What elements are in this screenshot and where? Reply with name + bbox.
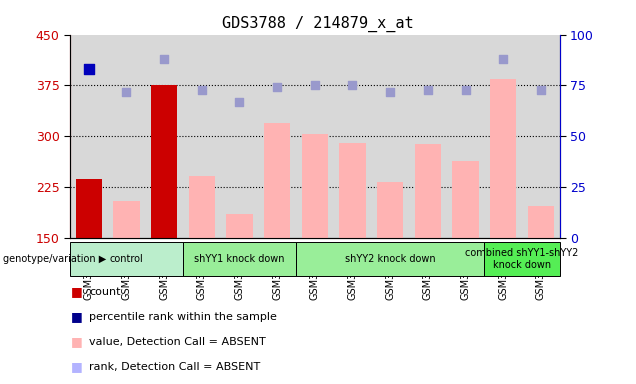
Bar: [490, 79, 516, 238]
Bar: [226, 214, 252, 238]
Text: ■: ■: [71, 285, 82, 298]
Bar: [340, 143, 366, 238]
Point: [310, 83, 320, 89]
Text: control: control: [109, 254, 143, 264]
Bar: [377, 182, 403, 238]
Text: value, Detection Call = ABSENT: value, Detection Call = ABSENT: [89, 337, 266, 347]
Text: shYY2 knock down: shYY2 knock down: [345, 254, 436, 264]
Bar: [76, 179, 102, 238]
Point: [121, 88, 132, 94]
Point: [536, 86, 546, 93]
Text: rank, Detection Call = ABSENT: rank, Detection Call = ABSENT: [89, 362, 260, 372]
Point: [460, 86, 471, 93]
Bar: [415, 144, 441, 238]
Bar: [189, 175, 215, 238]
Point: [385, 88, 395, 94]
Point: [197, 86, 207, 93]
Text: percentile rank within the sample: percentile rank within the sample: [89, 312, 277, 322]
Point: [272, 84, 282, 91]
Bar: [528, 205, 554, 238]
Text: shYY1 knock down: shYY1 knock down: [194, 254, 285, 264]
Text: ■: ■: [71, 360, 82, 373]
Point: [84, 66, 94, 72]
Point: [235, 99, 245, 105]
Bar: [452, 161, 479, 238]
Text: combined shYY1-shYY2
knock down: combined shYY1-shYY2 knock down: [466, 248, 579, 270]
Text: ■: ■: [71, 335, 82, 348]
Text: genotype/variation ▶: genotype/variation ▶: [3, 254, 106, 264]
Bar: [113, 201, 140, 238]
Point: [347, 83, 357, 89]
Text: ■: ■: [71, 310, 82, 323]
Point: [498, 56, 508, 62]
Bar: [151, 86, 177, 238]
Bar: [264, 123, 290, 238]
Point: [159, 56, 169, 62]
Text: GDS3788 / 214879_x_at: GDS3788 / 214879_x_at: [222, 15, 414, 31]
Bar: [301, 134, 328, 238]
Text: count: count: [89, 287, 121, 297]
Point: [423, 86, 433, 93]
